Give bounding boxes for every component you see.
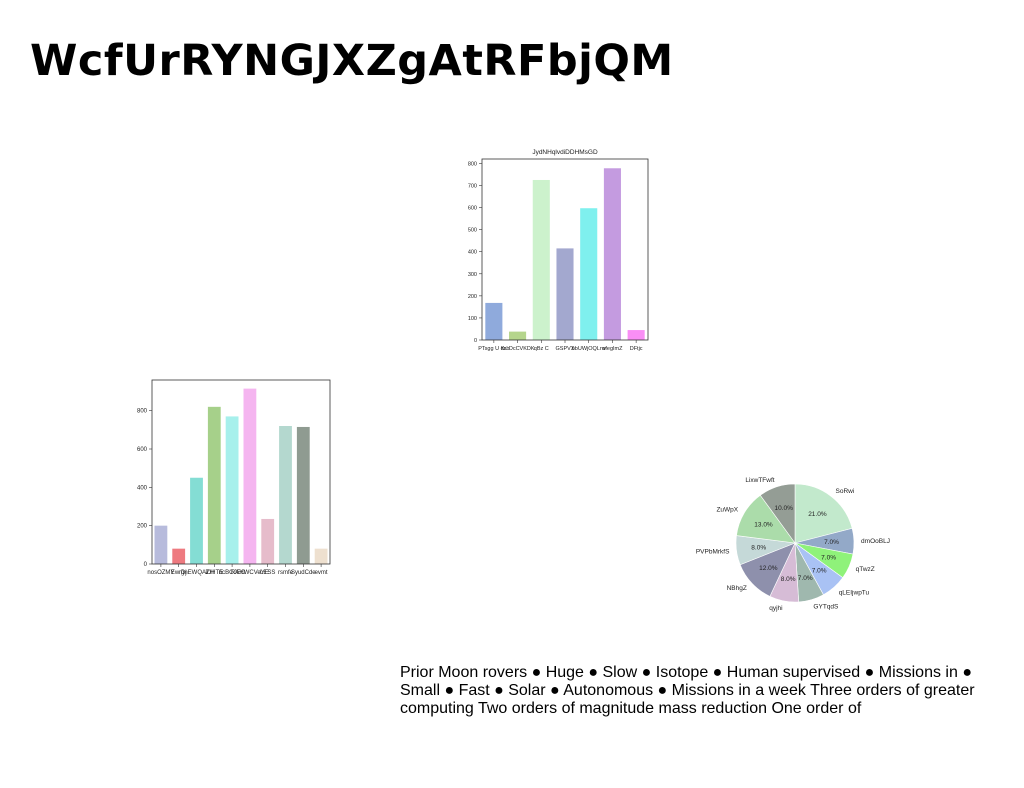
- pie-slice: [759, 483, 796, 544]
- y-tick-label: 300: [468, 272, 477, 278]
- pie-percent-label: 7.0%: [798, 575, 813, 582]
- page-title: WcfUrRYNGJXZgAtRFbjQM: [30, 36, 674, 86]
- pie-percent-label: 8.0%: [781, 576, 796, 583]
- y-tick-label: 600: [137, 447, 148, 453]
- y-tick-label: 200: [468, 294, 477, 300]
- x-tick-label: rgnEWQAZH: [179, 570, 214, 576]
- x-tick-label: SyudCde: [291, 570, 316, 576]
- bar: [207, 406, 221, 564]
- y-tick-label: 200: [137, 524, 148, 530]
- x-tick-label: nosOZMY: [147, 570, 174, 576]
- y-tick-label: 600: [468, 206, 477, 212]
- pie-percent-label: 7.0%: [812, 567, 827, 574]
- bar-chart-svg: JydNHqlvdiDDHMsGD 0 100 200 300 400 500 600 700 8…: [468, 149, 649, 352]
- y-tick-label: 100: [468, 316, 477, 322]
- bar: [261, 518, 275, 564]
- bar: [279, 426, 292, 564]
- x-tick-label: DFtjc: [630, 346, 643, 352]
- x-tick-label: qBz C: [534, 346, 549, 352]
- bar: [190, 477, 203, 564]
- pie-percent-label: 21.0%: [808, 511, 827, 518]
- bar: [580, 208, 598, 340]
- x-tick-label: Kr. DcCVKDK: [501, 346, 535, 352]
- y-tick-label: 800: [468, 161, 477, 167]
- x-tick-label: bbUWjOQLrw: [572, 346, 606, 352]
- body-paragraph: Prior Moon rovers ● Huge ● Slow ● Isotop…: [400, 664, 975, 717]
- y-tick-label: 0: [474, 338, 477, 344]
- bar: [243, 388, 257, 564]
- pie-percent-label: 7.0%: [824, 539, 839, 546]
- bar: [485, 302, 503, 340]
- bar: [314, 548, 328, 564]
- bar: [532, 179, 550, 340]
- y-tick-label: 800: [137, 409, 148, 415]
- bar: [627, 330, 645, 340]
- plot-frame: [151, 379, 331, 565]
- bar: [296, 426, 310, 564]
- chart-title: JydNHqlvdiDDHMsGD: [532, 149, 598, 156]
- pie-percent-label: 13.0%: [754, 521, 773, 528]
- pie-label: qLEIjwpTu: [839, 590, 870, 597]
- pie-label: GYTqdS: [813, 603, 839, 610]
- pie-label: PVPbMrkfS: [696, 548, 730, 555]
- bar-chart-top: JydNHqlvdiDDHMsGD 0 100 200 300 400 500 600 700 8…: [462, 142, 658, 358]
- x-tick-label: rsmfe: [278, 570, 294, 576]
- y-tick-label: 700: [468, 183, 477, 189]
- x-tick-label: lDHTE: [205, 570, 223, 576]
- x-tick-label: GSPVX: [556, 346, 575, 352]
- y-tick-label: 400: [137, 485, 148, 491]
- pie-chart: 21.0% SoRwi 7.0% dmOoBLJ 7.0% qTwzZ 7.0% qLEIjw…: [690, 445, 900, 640]
- bar: [225, 416, 239, 564]
- pie-label: ZuWpX: [716, 506, 738, 513]
- x-tick-label: ufegImZ: [602, 346, 623, 352]
- x-tick-label: evmt: [315, 570, 328, 576]
- pie-label: NBhgZ: [727, 585, 747, 592]
- pie-label: qTwzZ: [856, 566, 875, 573]
- x-tick-label: PTsgg U dsb: [478, 346, 509, 352]
- bar-chart-left: 0 200 400 600 800 nosOZMY Ew Dj rgnEWQAZH lDHTE n…: [130, 372, 336, 582]
- y-tick-label: 0: [144, 562, 148, 568]
- bar: [603, 168, 621, 340]
- pie-label: dmOoBLJ: [861, 538, 890, 545]
- pie-percent-label: 8.0%: [751, 545, 766, 552]
- pie-label: LixwTFwft: [745, 477, 774, 484]
- y-tick-label: 500: [468, 228, 477, 234]
- pie-label: SoRwi: [836, 488, 855, 495]
- pie-percent-label: 10.0%: [774, 505, 793, 512]
- plot-frame: [481, 158, 649, 341]
- pie-percent-label: 12.0%: [759, 565, 778, 572]
- x-tick-label: ncBGJEO: [219, 570, 246, 576]
- x-tick-label: RAHWCVeYE: [231, 570, 269, 576]
- pie-slice: [794, 483, 853, 544]
- bar: [509, 331, 527, 340]
- x-tick-label: Ew Dj: [171, 570, 187, 576]
- y-tick-label: 400: [468, 250, 477, 256]
- bar: [172, 548, 186, 564]
- pie-percent-label: 7.0%: [821, 555, 836, 562]
- bar: [154, 525, 168, 564]
- pie-chart-svg: 21.0% SoRwi 7.0% dmOoBLJ 7.0% qTwzZ 7.0% qLEIjw…: [696, 477, 890, 612]
- x-tick-label: LESS: [260, 570, 275, 576]
- bar: [556, 248, 574, 340]
- pie-label: qyjhi: [769, 605, 782, 612]
